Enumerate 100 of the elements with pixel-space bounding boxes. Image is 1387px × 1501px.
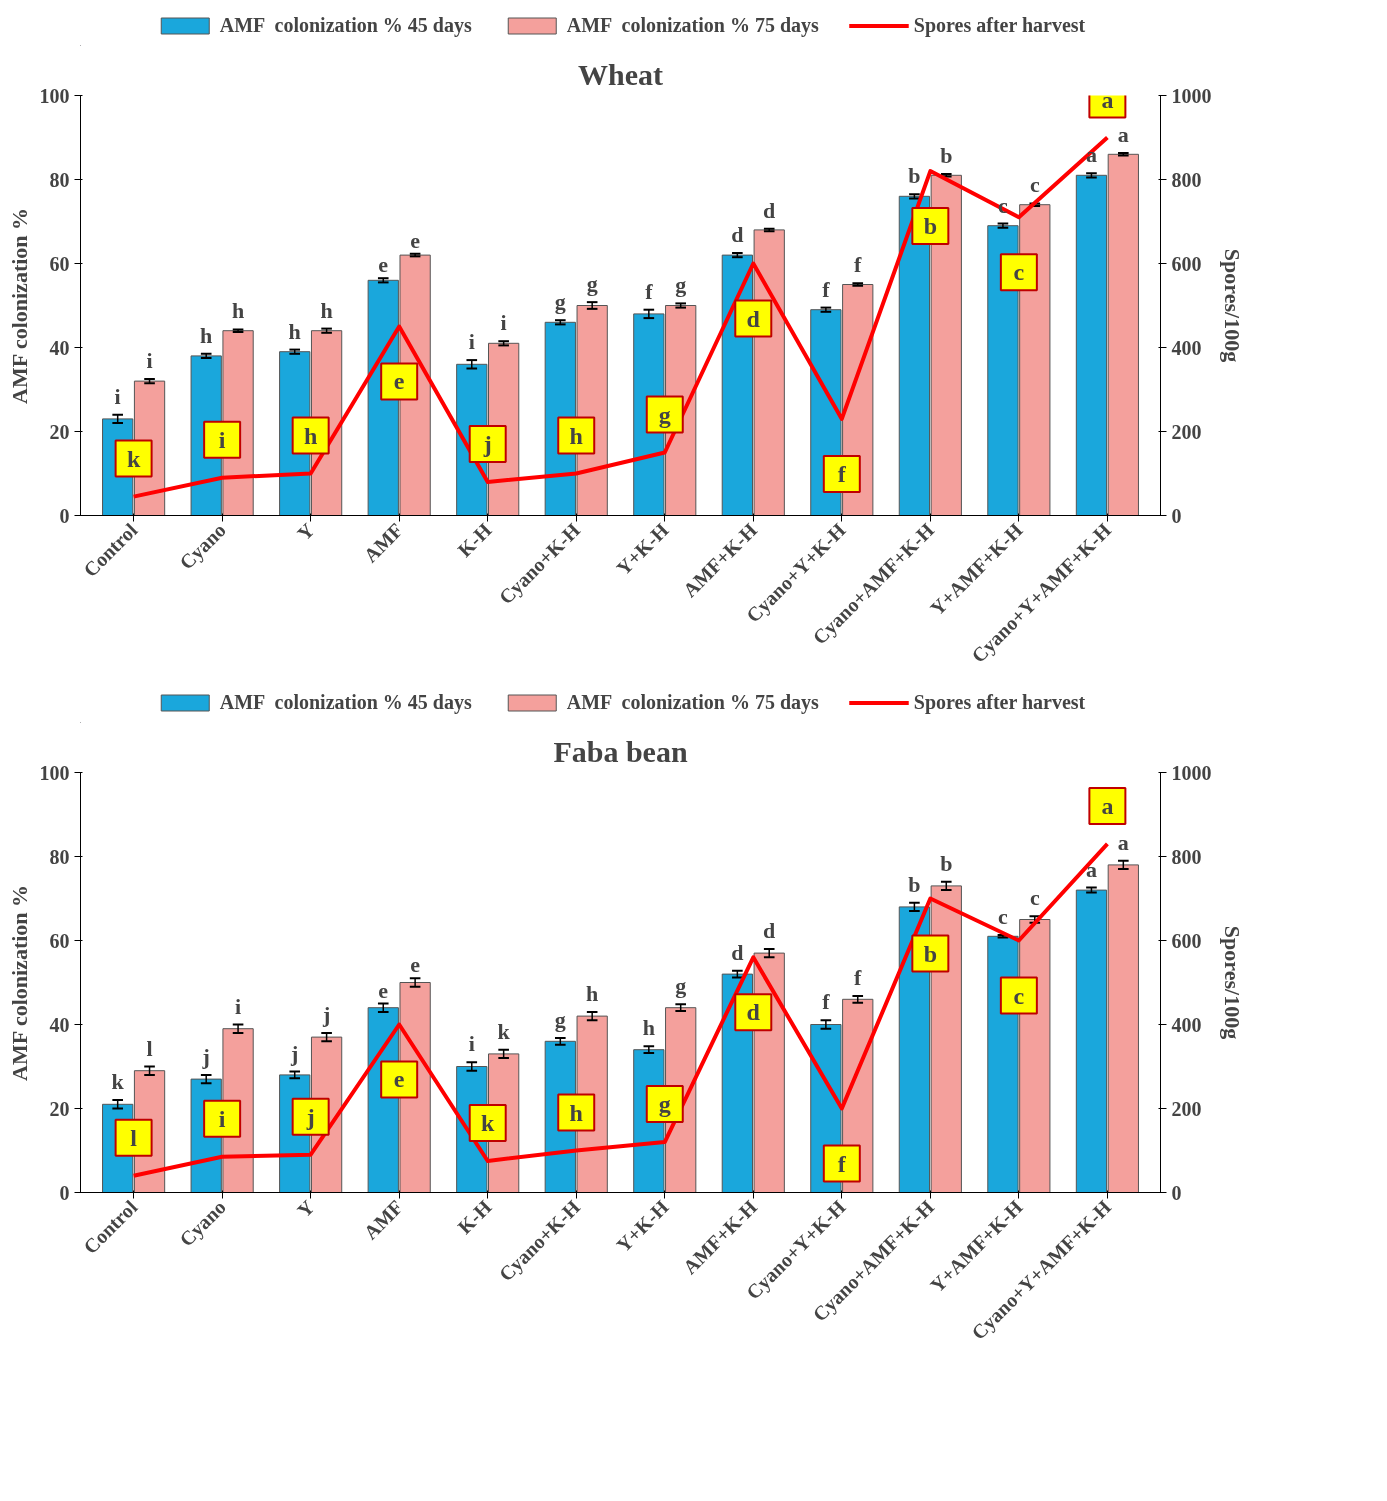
chart-title: Faba bean <box>553 734 688 768</box>
data-label: a <box>1117 122 1129 148</box>
data-label: c <box>1029 172 1040 198</box>
data-label: e <box>393 368 405 394</box>
data-label: j <box>482 430 492 457</box>
y-tick-label: 80 <box>49 845 70 868</box>
y-axis-title: AMF colonization % <box>6 884 32 1081</box>
data-label: g <box>658 1091 671 1118</box>
legend-label: Spores after harvest <box>913 690 1086 714</box>
data-label: f <box>837 1150 847 1177</box>
data-label: f <box>854 964 863 990</box>
data-label: h <box>303 422 318 449</box>
data-label: e <box>410 227 421 253</box>
data-label: i <box>114 383 121 409</box>
y2-tick-label: 400 <box>1171 336 1202 359</box>
data-label: d <box>746 999 761 1026</box>
data-label: b <box>923 213 938 240</box>
y-tick-label: 20 <box>49 420 70 443</box>
y2-tick-label: 800 <box>1171 168 1202 191</box>
data-label: h <box>320 297 333 323</box>
y-tick-label: 0 <box>59 1181 70 1204</box>
y2-axis-title: Spores/100g <box>1219 925 1245 1040</box>
legend-label: AMF colonization % 75 days <box>566 690 819 714</box>
y-tick-label: 100 <box>39 84 70 107</box>
y-tick-label: 40 <box>49 1013 70 1036</box>
y2-tick-label: 400 <box>1171 1013 1202 1036</box>
data-label: c <box>998 192 1009 218</box>
data-label: i <box>218 1105 226 1132</box>
y2-tick-label: 800 <box>1171 845 1202 868</box>
data-label: i <box>468 1031 475 1057</box>
data-label: f <box>645 278 654 304</box>
y2-tick-label: 200 <box>1171 1097 1202 1120</box>
y2-tick-label: 600 <box>1171 929 1202 952</box>
x-tick-label: Y <box>292 1195 319 1222</box>
y2-tick-label: 600 <box>1171 252 1202 275</box>
y-tick-label: 60 <box>49 252 70 275</box>
data-label: k <box>497 1018 511 1044</box>
data-label: b <box>940 143 953 169</box>
data-label: g <box>586 271 598 297</box>
data-label: a <box>1085 856 1097 882</box>
y-tick-label: 0 <box>59 504 70 527</box>
y2-tick-label: 0 <box>1171 1181 1182 1204</box>
y-tick-label: 20 <box>49 1097 70 1120</box>
data-label: i <box>146 348 153 373</box>
data-label: c <box>1013 982 1025 1009</box>
data-label: h <box>231 298 245 324</box>
data-label: e <box>410 952 421 978</box>
data-label: f <box>822 989 831 1015</box>
data-label: h <box>200 322 213 348</box>
legend-label: AMF colonization % 75 days <box>566 13 819 37</box>
data-label: e <box>378 977 389 1003</box>
data-label: k <box>481 1110 496 1136</box>
data-label: k <box>126 445 141 472</box>
data-label: j <box>201 1043 210 1069</box>
data-label: j <box>305 1103 315 1130</box>
data-label: d <box>763 197 776 223</box>
data-label: e <box>393 1066 405 1092</box>
data-label: f <box>837 460 847 487</box>
data-label: g <box>675 272 687 298</box>
data-label: a <box>1101 792 1114 819</box>
data-label: a <box>1117 829 1129 855</box>
data-label: f <box>854 252 863 278</box>
data-label: h <box>642 1015 655 1041</box>
data-label: g <box>658 401 671 428</box>
data-label: l <box>130 1124 138 1151</box>
y-axis-title: AMF colonization % <box>6 207 32 404</box>
data-label: k <box>111 1069 125 1095</box>
data-label: f <box>822 276 831 302</box>
data-label: i <box>218 426 226 453</box>
y-tick-label: 100 <box>39 761 70 784</box>
data-label: c <box>1029 885 1040 911</box>
data-label: h <box>569 1099 583 1126</box>
x-tick-label: Y <box>292 518 319 545</box>
data-label: d <box>746 305 761 332</box>
data-label: h <box>569 422 583 449</box>
data-label: g <box>554 1006 566 1032</box>
y2-tick-label: 1000 <box>1171 761 1212 784</box>
data-label: c <box>1013 259 1025 286</box>
line-series <box>131 841 1110 1178</box>
data-label: b <box>923 940 938 967</box>
data-label: j <box>290 1040 299 1066</box>
y-tick-label: 40 <box>49 336 70 359</box>
data-label: h <box>288 318 301 344</box>
data-label: d <box>731 222 744 247</box>
y2-tick-label: 200 <box>1171 420 1202 443</box>
legend-label: Spores after harvest <box>913 13 1086 37</box>
y2-tick-label: 0 <box>1171 504 1182 527</box>
data-label: d <box>731 939 744 965</box>
data-label: l <box>146 1035 153 1061</box>
data-label: b <box>908 163 921 189</box>
y-tick-label: 80 <box>49 168 70 191</box>
chart-title: Wheat <box>578 57 663 91</box>
data-label: j <box>321 1001 331 1027</box>
data-label: d <box>763 917 776 943</box>
data-label: b <box>908 871 921 897</box>
data-label: h <box>586 980 599 1006</box>
y2-axis-title: Spores/100g <box>1219 248 1245 363</box>
data-label: a <box>1101 86 1114 113</box>
data-label: i <box>500 310 507 336</box>
y-tick-label: 60 <box>49 929 70 952</box>
